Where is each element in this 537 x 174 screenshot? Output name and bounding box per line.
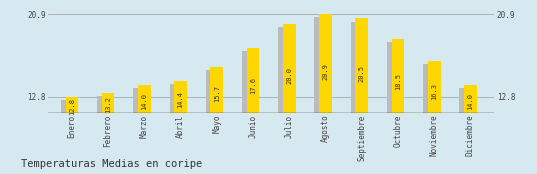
Bar [351,22,364,113]
Bar [460,88,472,113]
Bar [138,85,151,113]
Text: 20.5: 20.5 [359,65,365,82]
Bar [211,67,223,113]
Text: 14.0: 14.0 [141,93,147,110]
Text: 20.0: 20.0 [286,67,292,84]
Text: 12.8: 12.8 [69,98,75,115]
Bar [174,81,187,113]
Bar [428,61,440,113]
Bar [61,100,74,113]
Bar [246,48,259,113]
Bar [355,18,368,113]
Bar [66,97,78,113]
Text: 15.7: 15.7 [214,85,220,102]
Bar [278,27,291,113]
Text: Temperaturas Medias en coripe: Temperaturas Medias en coripe [21,159,203,169]
Text: 13.2: 13.2 [105,96,111,113]
Text: 16.3: 16.3 [431,83,437,100]
Bar [423,64,436,113]
Bar [315,17,327,113]
Bar [391,39,404,113]
Text: 14.4: 14.4 [178,91,184,108]
Bar [206,70,219,113]
Bar [387,42,400,113]
Bar [464,85,477,113]
Text: 14.0: 14.0 [468,93,474,110]
Bar [102,93,114,113]
Bar [133,88,146,113]
Bar [242,51,255,113]
Bar [283,23,296,113]
Bar [97,96,110,113]
Text: 17.6: 17.6 [250,77,256,94]
Text: 20.9: 20.9 [323,63,329,80]
Text: 18.5: 18.5 [395,73,401,90]
Bar [170,84,182,113]
Bar [319,14,332,113]
